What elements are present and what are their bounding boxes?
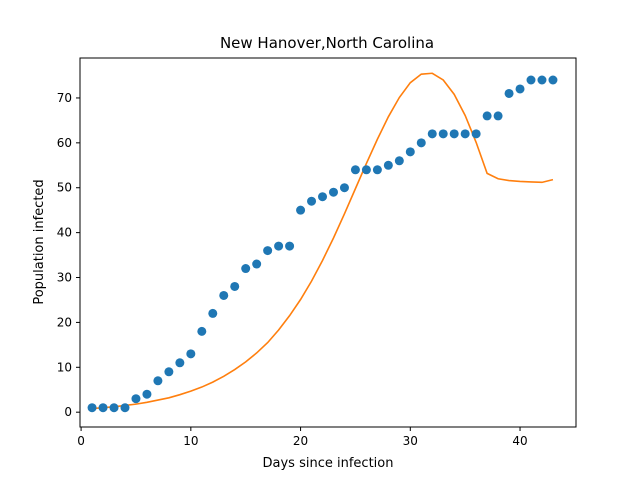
data-point [493, 111, 503, 121]
x-tick-label: 0 [77, 434, 85, 448]
data-point [318, 192, 328, 202]
data-point [142, 389, 152, 399]
y-tick-label: 0 [64, 405, 72, 419]
x-tick-label: 20 [293, 434, 308, 448]
data-point [153, 376, 163, 386]
data-point [416, 138, 426, 148]
data-point [504, 88, 514, 98]
data-point [296, 205, 306, 215]
data-point [241, 264, 251, 274]
data-point [197, 326, 207, 336]
data-point [438, 129, 448, 139]
data-point [394, 156, 404, 166]
data-point [175, 358, 185, 368]
data-point [350, 165, 360, 175]
data-point [98, 403, 108, 413]
data-point [482, 111, 492, 121]
data-point [274, 241, 284, 251]
data-point [230, 281, 240, 291]
y-tick-label: 60 [57, 136, 72, 150]
fit-line [92, 72, 554, 410]
data-point [87, 403, 97, 413]
data-point [263, 246, 273, 256]
data-point [120, 403, 130, 413]
y-tick-label: 20 [57, 315, 72, 329]
data-point [131, 394, 141, 404]
data-point [219, 290, 229, 300]
data-point [186, 349, 196, 359]
x-tick-label: 10 [183, 434, 198, 448]
data-point [361, 165, 371, 175]
y-tick-label: 70 [57, 91, 72, 105]
x-tick-label: 40 [512, 434, 527, 448]
data-point [515, 84, 525, 94]
data-point [460, 129, 470, 139]
y-tick-label: 40 [57, 226, 72, 240]
data-point [449, 129, 459, 139]
data-point [526, 75, 536, 85]
data-point [383, 160, 393, 170]
data-point [285, 241, 295, 251]
data-point [548, 75, 558, 85]
y-axis-label: Population infected [32, 179, 47, 304]
data-point [339, 183, 349, 193]
y-axis: 0 10 20 30 40 50 60 70 [57, 91, 80, 419]
plot-frame [79, 57, 577, 428]
x-axis: 0 10 20 30 40 [77, 427, 528, 448]
data-point [537, 75, 547, 85]
y-tick-label: 50 [57, 181, 72, 195]
y-tick-label: 30 [57, 271, 72, 285]
y-tick-label: 10 [57, 360, 72, 374]
data-point [252, 259, 262, 269]
data-point [471, 129, 481, 139]
data-point [427, 129, 437, 139]
data-point [208, 308, 218, 318]
chart-title: New Hanover,North Carolina [220, 34, 434, 52]
plot-series [87, 72, 558, 413]
x-axis-label: Days since infection [263, 456, 394, 471]
data-point [372, 165, 382, 175]
data-point [109, 403, 119, 413]
data-point [307, 196, 317, 206]
data-point [405, 147, 415, 157]
data-point [328, 187, 338, 197]
data-point [164, 367, 174, 377]
x-tick-label: 30 [403, 434, 418, 448]
